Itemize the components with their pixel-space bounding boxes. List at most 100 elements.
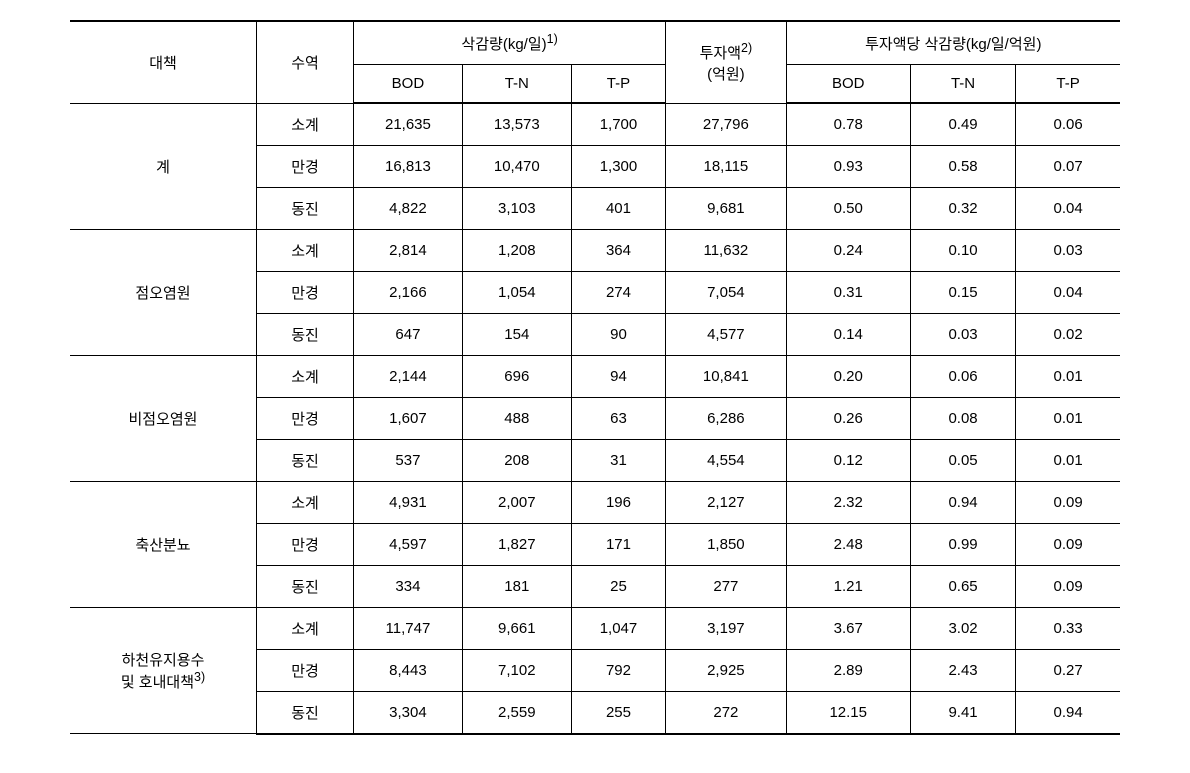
bod-cell: 2,166 <box>354 271 463 313</box>
header-investment-sup: 2) <box>741 41 752 55</box>
tp-cell: 255 <box>571 691 665 734</box>
subheader-tn: T-N <box>462 65 571 104</box>
subheader-bod: BOD <box>354 65 463 104</box>
tp-cell: 1,700 <box>571 103 665 145</box>
table-header: 대책 수역 삭감량(kg/일)1) 투자액2) (억원) 투자액당 삭감량(kg… <box>70 21 1120 103</box>
investment-cell: 3,197 <box>666 607 786 649</box>
bod-cell: 2,144 <box>354 355 463 397</box>
per-bod-cell: 0.14 <box>786 313 910 355</box>
per-tn-cell: 0.58 <box>910 145 1015 187</box>
tn-cell: 10,470 <box>462 145 571 187</box>
tp-cell: 31 <box>571 439 665 481</box>
per-tn-cell: 3.02 <box>910 607 1015 649</box>
per-tp-cell: 0.06 <box>1016 103 1120 145</box>
bod-cell: 4,822 <box>354 187 463 229</box>
bod-cell: 8,443 <box>354 649 463 691</box>
investment-cell: 272 <box>666 691 786 734</box>
per-tn-cell: 0.08 <box>910 397 1015 439</box>
measure-cell: 비점오염원 <box>70 355 257 481</box>
tn-cell: 1,208 <box>462 229 571 271</box>
header-measure: 대책 <box>70 21 257 103</box>
per-tp-cell: 0.04 <box>1016 271 1120 313</box>
tn-cell: 2,007 <box>462 481 571 523</box>
tp-cell: 25 <box>571 565 665 607</box>
tp-cell: 171 <box>571 523 665 565</box>
per-tn-cell: 0.05 <box>910 439 1015 481</box>
investment-cell: 2,925 <box>666 649 786 691</box>
table-row: 계소계21,63513,5731,70027,7960.780.490.06 <box>70 103 1120 145</box>
tn-cell: 181 <box>462 565 571 607</box>
measure-cell: 축산분뇨 <box>70 481 257 607</box>
tn-cell: 1,054 <box>462 271 571 313</box>
per-bod-cell: 0.78 <box>786 103 910 145</box>
table-row: 점오염원소계2,8141,20836411,6320.240.100.03 <box>70 229 1120 271</box>
table-body: 계소계21,63513,5731,70027,7960.780.490.06만경… <box>70 103 1120 734</box>
per-tp-cell: 0.01 <box>1016 355 1120 397</box>
tp-cell: 1,047 <box>571 607 665 649</box>
per-tn-cell: 2.43 <box>910 649 1015 691</box>
region-cell: 소계 <box>257 103 354 145</box>
per-bod-cell: 12.15 <box>786 691 910 734</box>
per-tp-cell: 0.07 <box>1016 145 1120 187</box>
bod-cell: 334 <box>354 565 463 607</box>
header-investment-unit: (억원) <box>707 66 745 83</box>
tn-cell: 9,661 <box>462 607 571 649</box>
tp-cell: 94 <box>571 355 665 397</box>
per-bod-cell: 0.93 <box>786 145 910 187</box>
region-cell: 만경 <box>257 145 354 187</box>
per-tn-cell: 0.15 <box>910 271 1015 313</box>
tp-cell: 792 <box>571 649 665 691</box>
per-tn-cell: 0.03 <box>910 313 1015 355</box>
per-tn-cell: 9.41 <box>910 691 1015 734</box>
header-region: 수역 <box>257 21 354 103</box>
per-tp-cell: 0.27 <box>1016 649 1120 691</box>
table-row: 비점오염원소계2,1446969410,8410.200.060.01 <box>70 355 1120 397</box>
header-investment-label: 투자액 <box>700 45 741 62</box>
bod-cell: 2,814 <box>354 229 463 271</box>
bod-cell: 4,931 <box>354 481 463 523</box>
region-cell: 동진 <box>257 187 354 229</box>
measure-cell: 계 <box>70 103 257 229</box>
region-cell: 소계 <box>257 355 354 397</box>
region-cell: 소계 <box>257 607 354 649</box>
per-tn-cell: 0.32 <box>910 187 1015 229</box>
bod-cell: 537 <box>354 439 463 481</box>
region-cell: 만경 <box>257 397 354 439</box>
per-bod-cell: 0.24 <box>786 229 910 271</box>
reduction-table: 대책 수역 삭감량(kg/일)1) 투자액2) (억원) 투자액당 삭감량(kg… <box>70 20 1120 735</box>
region-cell: 동진 <box>257 439 354 481</box>
investment-cell: 4,554 <box>666 439 786 481</box>
tp-cell: 90 <box>571 313 665 355</box>
per-bod-cell: 2.89 <box>786 649 910 691</box>
per-tp-cell: 0.01 <box>1016 439 1120 481</box>
tp-cell: 63 <box>571 397 665 439</box>
investment-cell: 2,127 <box>666 481 786 523</box>
per-bod-cell: 0.20 <box>786 355 910 397</box>
tp-cell: 196 <box>571 481 665 523</box>
per-tp-cell: 0.33 <box>1016 607 1120 649</box>
table-row: 축산분뇨소계4,9312,0071962,1272.320.940.09 <box>70 481 1120 523</box>
subheader-ptp: T-P <box>1016 65 1120 104</box>
bod-cell: 4,597 <box>354 523 463 565</box>
investment-cell: 4,577 <box>666 313 786 355</box>
tn-cell: 2,559 <box>462 691 571 734</box>
bod-cell: 647 <box>354 313 463 355</box>
investment-cell: 11,632 <box>666 229 786 271</box>
header-investment: 투자액2) (억원) <box>666 21 786 103</box>
per-tp-cell: 0.03 <box>1016 229 1120 271</box>
investment-cell: 277 <box>666 565 786 607</box>
measure-cell: 하천유지용수및 호내대책3) <box>70 607 257 734</box>
per-tp-cell: 0.09 <box>1016 481 1120 523</box>
per-tn-cell: 0.65 <box>910 565 1015 607</box>
tn-cell: 3,103 <box>462 187 571 229</box>
per-tp-cell: 0.09 <box>1016 565 1120 607</box>
per-bod-cell: 0.26 <box>786 397 910 439</box>
region-cell: 소계 <box>257 229 354 271</box>
tn-cell: 154 <box>462 313 571 355</box>
tp-cell: 1,300 <box>571 145 665 187</box>
per-tn-cell: 0.06 <box>910 355 1015 397</box>
per-bod-cell: 2.48 <box>786 523 910 565</box>
per-bod-cell: 0.50 <box>786 187 910 229</box>
per-tn-cell: 0.94 <box>910 481 1015 523</box>
bod-cell: 1,607 <box>354 397 463 439</box>
